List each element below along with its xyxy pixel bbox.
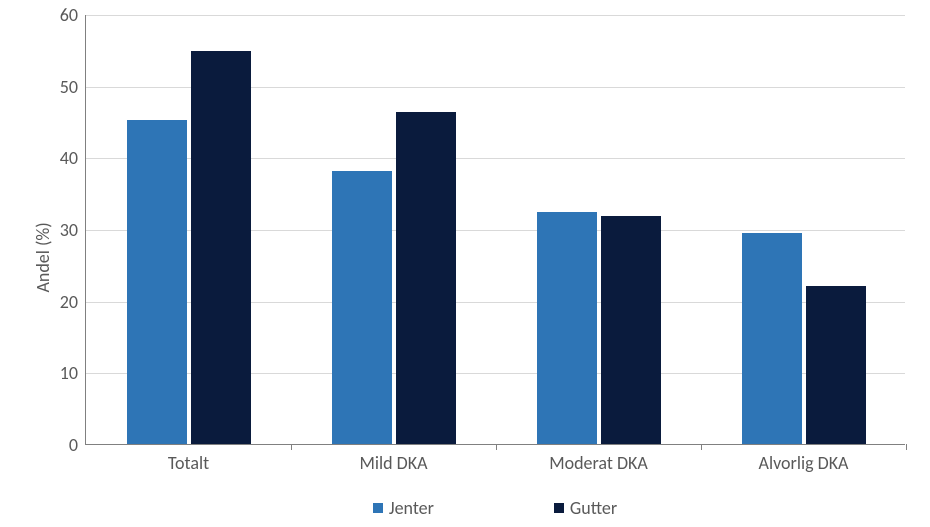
- x-tick-label: Totalt: [168, 444, 209, 474]
- x-tick-mark: [701, 444, 702, 450]
- gridline: [86, 15, 905, 16]
- bar: [191, 51, 251, 444]
- x-tick-mark: [291, 444, 292, 450]
- legend-label: Gutter: [570, 497, 617, 519]
- x-tick-label: Mild DKA: [359, 444, 427, 474]
- bar: [742, 233, 802, 444]
- bar: [806, 286, 866, 444]
- legend: Jenter Gutter: [85, 497, 905, 519]
- x-tick-label: Alvorlig DKA: [759, 444, 849, 474]
- y-tick-label: 10: [36, 362, 86, 384]
- bar-chart: Andel (%) 0102030405060TotaltMild DKAMod…: [0, 0, 930, 527]
- y-tick-label: 60: [36, 4, 86, 26]
- legend-swatch: [554, 503, 564, 513]
- bar: [601, 216, 661, 444]
- bar: [332, 171, 392, 444]
- y-tick-label: 50: [36, 76, 86, 98]
- bar: [127, 120, 187, 444]
- legend-item: Gutter: [554, 497, 617, 519]
- y-tick-label: 0: [36, 434, 86, 456]
- x-tick-mark: [496, 444, 497, 450]
- legend-item: Jenter: [373, 497, 434, 519]
- y-tick-label: 30: [36, 219, 86, 241]
- y-tick-label: 40: [36, 147, 86, 169]
- bar: [537, 212, 597, 444]
- legend-swatch: [373, 503, 383, 513]
- y-tick-label: 20: [36, 291, 86, 313]
- legend-label: Jenter: [389, 497, 434, 519]
- x-tick-mark: [906, 444, 907, 450]
- bar: [396, 112, 456, 444]
- x-tick-label: Moderat DKA: [549, 444, 648, 474]
- plot-area: 0102030405060TotaltMild DKAModerat DKAAl…: [85, 15, 905, 445]
